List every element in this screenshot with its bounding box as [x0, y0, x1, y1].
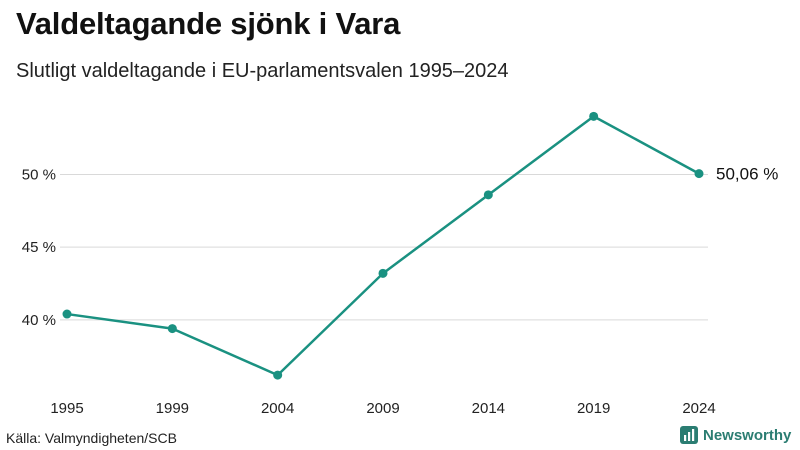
data-point[interactable]	[273, 370, 283, 380]
source-note: Källa: Valmyndigheten/SCB	[6, 430, 177, 446]
x-tick-label: 2009	[366, 400, 399, 417]
x-tick-label: 2004	[261, 400, 294, 417]
x-tick-label: 2019	[577, 400, 610, 417]
y-tick-label: 45 %	[22, 239, 56, 256]
chart-subtitle: Slutligt valdeltagande i EU-parlamentsva…	[16, 60, 509, 82]
bar-chart-icon	[680, 426, 698, 444]
data-point[interactable]	[62, 309, 72, 319]
x-tick-label: 1995	[50, 400, 83, 417]
data-point[interactable]	[694, 169, 704, 179]
chart-title: Valdeltagande sjönk i Vara	[16, 6, 401, 41]
brand-name: Newsworthy	[703, 426, 792, 444]
data-point[interactable]	[483, 190, 493, 200]
series-line	[66, 115, 700, 377]
x-tick-label: 1999	[156, 400, 189, 417]
brand-logo[interactable]: Newsworthy	[680, 426, 791, 444]
data-point[interactable]	[167, 324, 177, 334]
y-tick-label: 40 %	[22, 312, 56, 329]
y-axis-labels: 40 % 45 % 50 %	[22, 166, 56, 328]
x-axis-labels: 1995 1999 2004 2009 2014 2019 2024	[50, 400, 715, 417]
gridlines	[60, 173, 708, 321]
series: 50,06 %	[62, 111, 778, 380]
end-value-label: 50,06 %	[716, 165, 778, 184]
x-tick-label: 2014	[472, 400, 505, 417]
x-tick-label: 2024	[682, 400, 715, 417]
y-tick-label: 50 %	[22, 166, 56, 183]
data-point[interactable]	[589, 111, 599, 121]
data-point[interactable]	[378, 268, 388, 278]
